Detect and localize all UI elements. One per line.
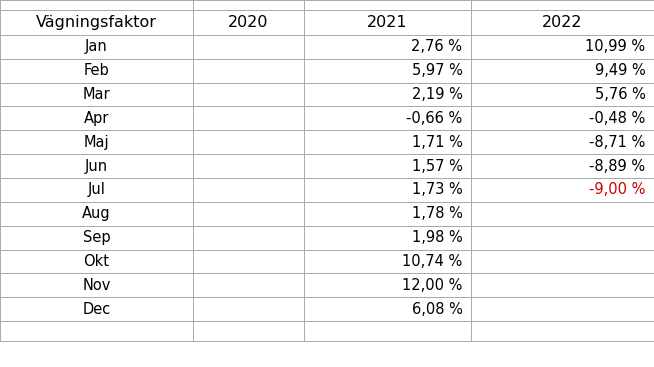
Text: Sep: Sep [82, 230, 111, 245]
Text: 2,19 %: 2,19 % [411, 87, 462, 102]
Text: 10,99 %: 10,99 % [585, 39, 645, 54]
Text: Jun: Jun [85, 159, 108, 174]
Text: 2,76 %: 2,76 % [411, 39, 462, 54]
Text: 2022: 2022 [542, 15, 583, 30]
Text: Apr: Apr [84, 111, 109, 126]
Text: 1,98 %: 1,98 % [411, 230, 462, 245]
Text: Mar: Mar [82, 87, 111, 102]
Text: Maj: Maj [84, 135, 109, 150]
Text: -8,89 %: -8,89 % [589, 159, 645, 174]
Text: -8,71 %: -8,71 % [589, 135, 645, 150]
Text: Jul: Jul [88, 182, 105, 197]
Text: Okt: Okt [84, 254, 109, 269]
Text: Aug: Aug [82, 206, 111, 221]
Text: 12,00 %: 12,00 % [402, 278, 462, 293]
Text: Feb: Feb [84, 63, 109, 78]
Text: Vägningsfaktor: Vägningsfaktor [36, 15, 157, 30]
Text: Jan: Jan [85, 39, 108, 54]
Text: Nov: Nov [82, 278, 111, 293]
Text: 1,71 %: 1,71 % [411, 135, 462, 150]
Text: Dec: Dec [82, 302, 111, 317]
Text: 2020: 2020 [228, 15, 269, 30]
Text: 2021: 2021 [367, 15, 408, 30]
Text: -0,66 %: -0,66 % [406, 111, 462, 126]
Text: 10,74 %: 10,74 % [402, 254, 462, 269]
Text: 1,73 %: 1,73 % [411, 182, 462, 197]
Text: -0,48 %: -0,48 % [589, 111, 645, 126]
Text: 1,57 %: 1,57 % [411, 159, 462, 174]
Text: 9,49 %: 9,49 % [594, 63, 645, 78]
Text: -9,00 %: -9,00 % [589, 182, 645, 197]
Text: 6,08 %: 6,08 % [411, 302, 462, 317]
Text: 5,97 %: 5,97 % [411, 63, 462, 78]
Text: 5,76 %: 5,76 % [594, 87, 645, 102]
Text: 1,78 %: 1,78 % [411, 206, 462, 221]
